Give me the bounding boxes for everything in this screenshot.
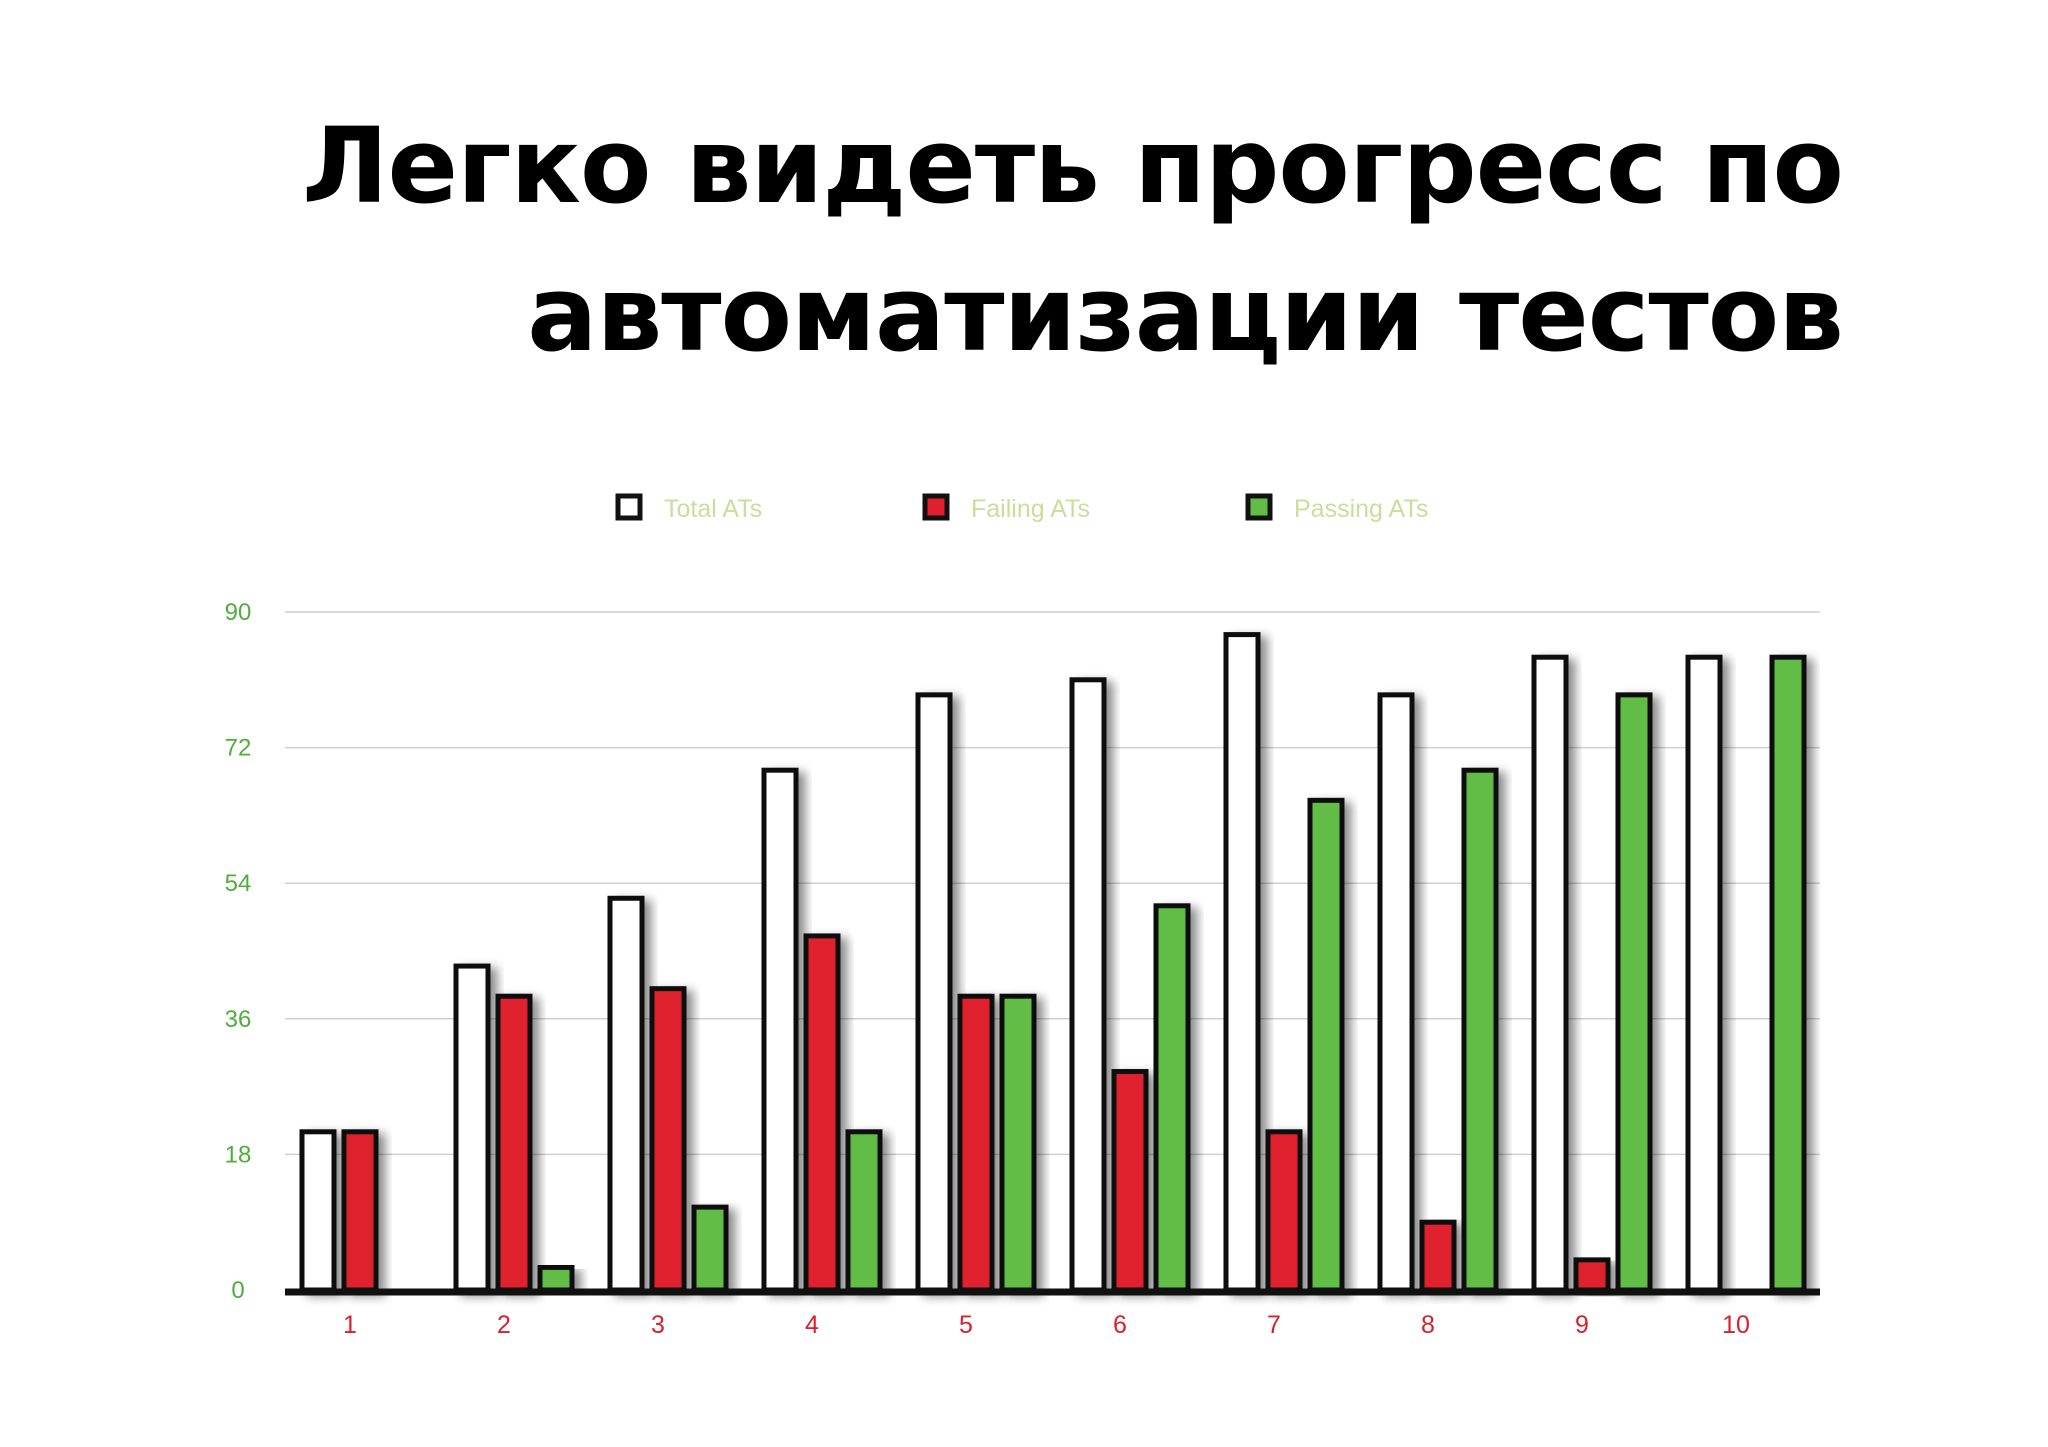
failing-bar: [1573, 1257, 1611, 1293]
x-tick-label: 7: [1267, 1311, 1281, 1339]
x-tick-label: 1: [343, 1311, 357, 1339]
passing-bar: [845, 1129, 883, 1293]
bars: [299, 632, 1807, 1293]
x-tick-label: 8: [1421, 1311, 1435, 1339]
passing-bar: [1153, 903, 1191, 1293]
y-tick-label: 90: [225, 599, 252, 626]
failing-bar: [1265, 1129, 1303, 1293]
y-tick-label: 54: [225, 870, 252, 897]
x-axis-ticks: 1 2 3 4 5 6 7 8 9 10: [343, 1311, 1750, 1339]
y-tick-label: 72: [225, 735, 252, 762]
y-tick-label: 36: [225, 1006, 252, 1033]
slide-title-line-2: автоматизации тестов: [527, 253, 1844, 375]
x-tick-label: 2: [497, 1311, 511, 1339]
failing-bar: [495, 993, 533, 1293]
slide-title: Легко видеть прогресс по автоматизации т…: [243, 92, 1844, 388]
total-bar: [453, 963, 491, 1293]
total-legend-swatch: [615, 493, 643, 521]
y-axis-ticks: 0 18 36 54 72 90: [225, 599, 252, 1304]
failing-bar: [1419, 1219, 1457, 1293]
y-tick-label: 0: [231, 1277, 244, 1304]
failing-bar: [1111, 1069, 1149, 1293]
passing-legend-swatch: [1245, 493, 1273, 521]
total-bar: [607, 895, 645, 1293]
passing-bar: [1615, 692, 1653, 1293]
failing-legend-swatch: [922, 493, 950, 521]
total-bar: [1531, 654, 1569, 1293]
x-tick-label: 4: [805, 1311, 819, 1339]
legend-label: Failing ATs: [971, 495, 1090, 523]
slide-title-line-1: Легко видеть прогресс по: [302, 105, 1844, 227]
failing-bar: [341, 1129, 379, 1293]
legend-label: Passing ATs: [1294, 495, 1428, 523]
x-tick-label: 9: [1575, 1311, 1589, 1339]
legend: Total ATs Failing ATs Passing ATs: [615, 493, 1428, 523]
passing-bar: [1769, 654, 1807, 1293]
total-bar: [915, 692, 953, 1293]
passing-bar: [691, 1204, 729, 1293]
x-tick-label: 5: [959, 1311, 973, 1339]
legend-label: Total ATs: [664, 495, 762, 523]
failing-bar: [649, 986, 687, 1293]
total-bar: [299, 1129, 337, 1293]
total-bar: [761, 767, 799, 1293]
failing-bar: [803, 933, 841, 1293]
y-tick-label: 18: [225, 1141, 252, 1168]
total-bar: [1377, 692, 1415, 1293]
x-tick-label: 3: [651, 1311, 665, 1339]
passing-bar: [1461, 767, 1499, 1293]
passing-bar: [537, 1264, 575, 1293]
passing-bar: [999, 993, 1037, 1293]
passing-bar: [1307, 797, 1345, 1293]
x-tick-label: 10: [1722, 1311, 1750, 1339]
total-bar: [1223, 632, 1261, 1293]
x-tick-label: 6: [1113, 1311, 1127, 1339]
total-bar: [1685, 654, 1723, 1293]
total-bar: [1069, 677, 1107, 1293]
failing-bar: [957, 993, 995, 1293]
